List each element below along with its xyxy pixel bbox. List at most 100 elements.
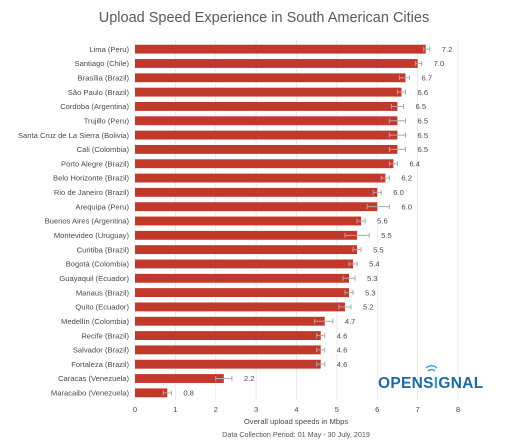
bar bbox=[135, 44, 426, 54]
bars bbox=[135, 44, 426, 398]
error-bar bbox=[372, 189, 382, 195]
value-label: 7.0 bbox=[434, 59, 445, 68]
bar bbox=[135, 144, 398, 154]
category-label: Maracaibo (Venezuela) bbox=[51, 389, 130, 398]
x-tick-label: 5 bbox=[335, 405, 339, 414]
category-label: Santa Cruz de La Sierra (Bolivia) bbox=[18, 131, 129, 140]
bar bbox=[135, 345, 321, 355]
category-label: Santiago (Chile) bbox=[75, 59, 130, 68]
error-bar bbox=[352, 247, 362, 253]
value-label: 4.6 bbox=[337, 360, 348, 369]
error-bar bbox=[338, 304, 352, 310]
category-label: Montevideo (Uruguay) bbox=[54, 231, 130, 240]
category-label: Lima (Peru) bbox=[89, 45, 129, 54]
error-bar bbox=[344, 290, 354, 296]
bar bbox=[135, 331, 321, 340]
logo-signal-icon bbox=[425, 365, 438, 372]
value-label: 6.6 bbox=[418, 88, 429, 97]
x-tick-label: 2 bbox=[214, 405, 218, 414]
category-label: Porto Alegre (Brazil) bbox=[61, 159, 129, 168]
x-tick-label: 3 bbox=[254, 405, 258, 414]
value-label: 7.2 bbox=[442, 45, 453, 54]
category-label: Cali (Colombia) bbox=[77, 145, 130, 154]
value-label: 4.6 bbox=[337, 331, 348, 340]
error-bar bbox=[388, 118, 407, 124]
error-bar bbox=[415, 60, 423, 66]
value-label: 5.3 bbox=[365, 288, 376, 297]
value-label: 5.3 bbox=[367, 274, 378, 283]
bar bbox=[135, 187, 378, 197]
bar bbox=[135, 159, 394, 169]
data-collection-period: Data Collection Period: 01 May - 30 July… bbox=[222, 430, 370, 439]
category-label: Bogotá (Colombia) bbox=[66, 260, 130, 269]
bar bbox=[135, 216, 362, 226]
category-label: Fortaleza (Brazil) bbox=[71, 360, 129, 369]
error-bar bbox=[162, 390, 172, 396]
bar bbox=[135, 116, 398, 126]
category-label: Brasília (Brazil) bbox=[78, 74, 130, 83]
category-label: Belo Horizonte (Brazil) bbox=[53, 174, 129, 183]
error-bar bbox=[344, 232, 370, 238]
logo-gnal: GNAL bbox=[438, 375, 483, 392]
error-bar bbox=[398, 75, 411, 81]
value-label: 6.4 bbox=[409, 159, 420, 168]
value-labels: 7.2 7.06.7 6.6 6.5 6.5 6.5 6.5 6.4 6.2 6.0 6.0 5.6 5… bbox=[183, 45, 452, 398]
value-label: 6.5 bbox=[418, 145, 429, 154]
error-bar bbox=[316, 347, 326, 353]
value-label: 6.0 bbox=[401, 202, 412, 211]
bar bbox=[135, 230, 358, 240]
x-tick-label: 4 bbox=[294, 405, 298, 414]
value-label: 4.6 bbox=[337, 346, 348, 355]
category-label: Caracas (Venezuela) bbox=[58, 374, 129, 383]
error-bar bbox=[316, 361, 326, 367]
opensignal-logo: OPENSIGNAL bbox=[378, 365, 484, 392]
value-label: 0.8 bbox=[183, 389, 194, 398]
value-label: 6.7 bbox=[422, 74, 433, 83]
category-label: Trujillo (Peru) bbox=[84, 116, 130, 125]
bar bbox=[135, 173, 386, 183]
bar bbox=[135, 259, 354, 269]
bar bbox=[135, 202, 378, 212]
x-tick-label: 8 bbox=[456, 405, 460, 414]
bar bbox=[135, 102, 398, 111]
category-label: Buenos Aires (Argentina) bbox=[45, 217, 130, 226]
bar bbox=[135, 388, 168, 398]
category-label: São Paulo (Brazil) bbox=[68, 88, 130, 97]
bar bbox=[135, 273, 349, 283]
logo-wordmark: OPENSIGNAL bbox=[378, 375, 484, 392]
category-label: Medellín (Colombia) bbox=[61, 317, 129, 326]
bar bbox=[135, 245, 358, 255]
bar bbox=[135, 316, 325, 326]
value-label: 4.7 bbox=[345, 317, 356, 326]
error-bar bbox=[390, 103, 404, 109]
value-label: 5.2 bbox=[363, 303, 374, 312]
x-axis-label: Overall upload speeds in Mbps bbox=[244, 417, 348, 426]
category-label: Arequipa (Peru) bbox=[75, 202, 129, 211]
category-labels: Lima (Peru) Santiago (Chile) Brasília (Bra… bbox=[18, 45, 129, 398]
x-tick-labels: 0 1 2 3 4 5 6 7 8 bbox=[133, 405, 460, 414]
category-label: Curitiba (Brazil) bbox=[77, 245, 130, 254]
value-label: 5.5 bbox=[373, 245, 384, 254]
error-bar bbox=[388, 132, 407, 138]
x-tick-label: 6 bbox=[375, 405, 379, 414]
error-bar bbox=[388, 146, 407, 152]
x-tick-label: 0 bbox=[133, 405, 137, 414]
error-bar bbox=[314, 318, 334, 324]
value-label: 5.4 bbox=[369, 260, 380, 269]
value-label: 6.5 bbox=[418, 116, 429, 125]
error-bar bbox=[348, 261, 358, 267]
logo-i-glyph: I bbox=[434, 375, 439, 392]
bar bbox=[135, 374, 224, 383]
bar bbox=[135, 288, 349, 298]
category-label: Recife (Brazil) bbox=[81, 331, 129, 340]
x-tick-label: 1 bbox=[173, 405, 177, 414]
category-label: Guayaquil (Ecuador) bbox=[59, 274, 129, 283]
category-label: Manaus (Brazil) bbox=[76, 288, 130, 297]
bar bbox=[135, 359, 321, 369]
bar bbox=[135, 302, 345, 312]
logo-open: OPEN bbox=[378, 375, 423, 392]
error-bars bbox=[162, 46, 431, 396]
error-bar bbox=[366, 204, 390, 210]
value-label: 5.5 bbox=[381, 231, 392, 240]
